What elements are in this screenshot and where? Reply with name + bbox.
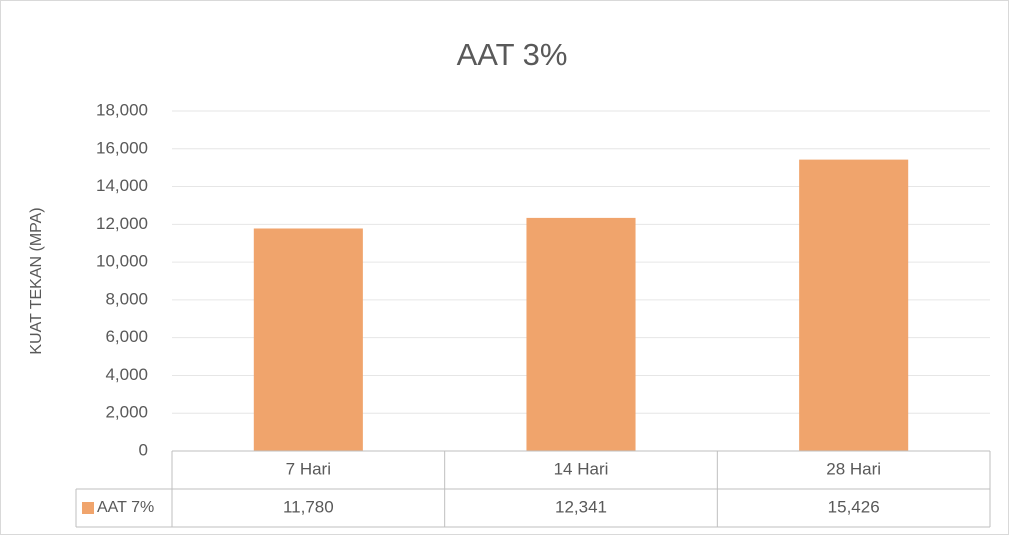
y-tick-label: 2,000: [105, 403, 148, 422]
bar: [799, 159, 909, 451]
x-tick-label: 14 Hari: [554, 459, 609, 478]
legend-label: AAT 7%: [97, 499, 154, 516]
table-value: 12,341: [555, 497, 607, 516]
bar: [253, 228, 363, 451]
y-axis-label: KUAT TEKAN (MPA): [28, 207, 45, 354]
y-tick-label: 6,000: [105, 327, 148, 346]
y-tick-label: 8,000: [105, 289, 148, 308]
y-tick-label: 14,000: [96, 176, 148, 195]
y-tick-label: 18,000: [96, 100, 148, 119]
table-value: 11,780: [283, 497, 334, 516]
y-tick-label: 16,000: [96, 138, 148, 157]
chart-title: AAT 3%: [457, 37, 568, 72]
legend-swatch: [82, 502, 94, 514]
y-tick-label: 12,000: [96, 214, 148, 233]
y-tick-label: 0: [139, 440, 148, 459]
x-tick-label: 28 Hari: [826, 459, 881, 478]
table-value: 15,426: [828, 497, 880, 516]
y-tick-label: 10,000: [96, 252, 148, 271]
x-tick-label: 7 Hari: [286, 459, 331, 478]
bar: [526, 217, 636, 451]
y-tick-label: 4,000: [105, 365, 148, 384]
